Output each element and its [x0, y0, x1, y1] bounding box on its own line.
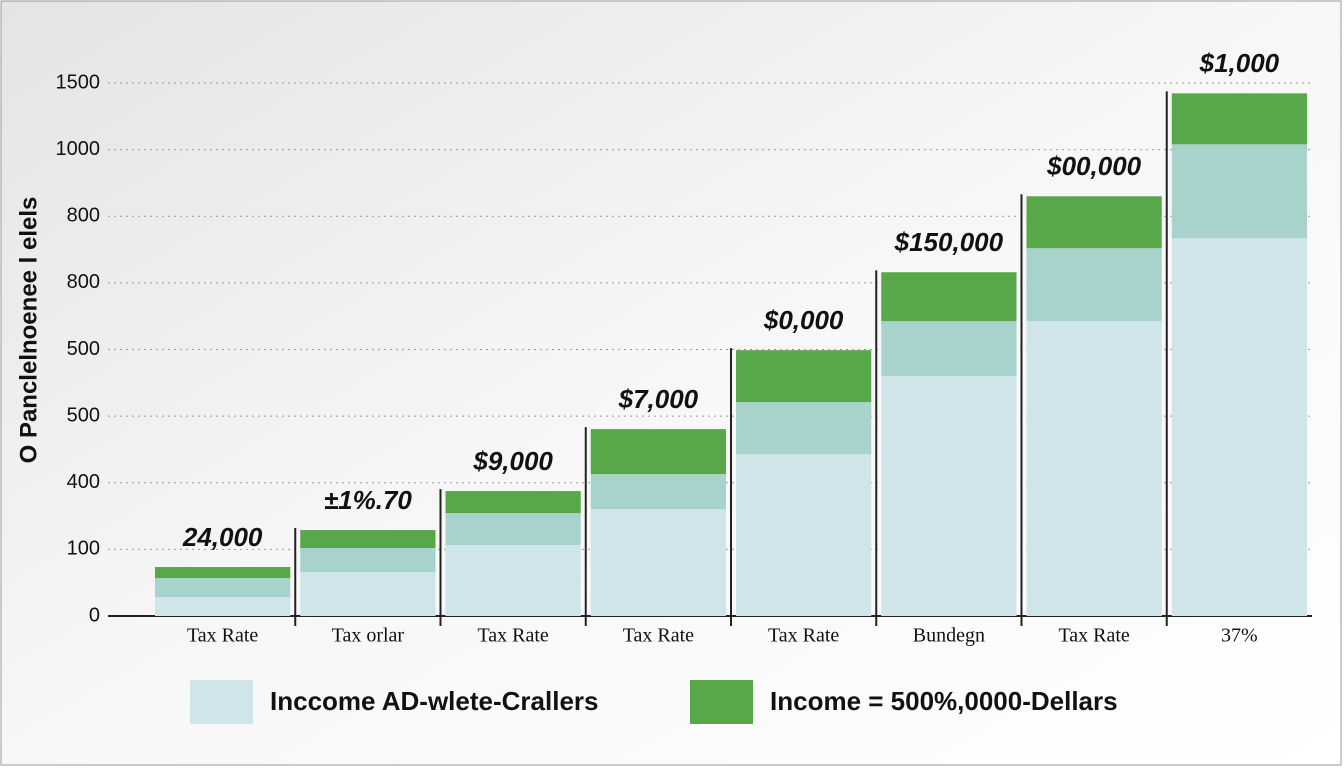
y-tick-label: 1500: [56, 71, 101, 93]
y-tick-label: 100: [67, 538, 100, 560]
x-tick-label: Bundegn: [913, 625, 985, 647]
bar-segment: [155, 578, 291, 598]
bar-annotation: $150,000: [894, 227, 1004, 257]
bar-annotation: $9,000: [472, 446, 553, 476]
bar-annotation: $0,000: [763, 305, 844, 335]
bar-segment: [300, 572, 436, 616]
bar-segment: [881, 321, 1017, 377]
bar-segment: [1026, 248, 1162, 322]
bar-annotation: $00,000: [1046, 151, 1142, 181]
bar-segment: [445, 513, 581, 546]
bar-segment: [1171, 238, 1307, 616]
legend-swatch: [190, 680, 253, 724]
y-tick-label: 800: [67, 271, 100, 293]
bar-annotation: ±1%.70: [324, 485, 413, 515]
bar-segment: [736, 454, 872, 616]
y-tick-label: 500: [67, 404, 100, 426]
x-tick-label: Tax Rate: [477, 625, 548, 647]
y-axis-label: O Panclelnoenee l elels: [15, 197, 42, 464]
bar-segment: [300, 548, 436, 573]
bar-segment: [590, 509, 726, 616]
x-tick-label: Tax Rate: [1058, 625, 1129, 647]
bar-segment: [445, 545, 581, 616]
x-tick-label: 37%: [1221, 625, 1258, 647]
bar-segment: [736, 402, 872, 455]
bar-segment: [590, 474, 726, 510]
bar-segment: [1171, 144, 1307, 239]
bar-segment: [1026, 196, 1162, 249]
bar-segment: [736, 350, 872, 403]
bar-segment: [881, 272, 1017, 322]
bar-annotation: $7,000: [618, 384, 699, 414]
y-tick-label: 1000: [56, 138, 101, 160]
bar-segment: [155, 567, 291, 579]
legend-label: Inccome AD-wlete-Crallers: [270, 686, 598, 716]
y-tick-label: 400: [67, 471, 100, 493]
bar-annotation: $1,000: [1199, 48, 1280, 78]
bar-segment: [1026, 321, 1162, 616]
y-tick-label: 800: [67, 205, 100, 227]
bar-annotation: 24,000: [182, 522, 263, 552]
y-tick-label: 500: [67, 338, 100, 360]
legend-swatch: [690, 680, 753, 724]
x-tick-label: Tax orlar: [332, 625, 405, 647]
x-tick-label: Tax Rate: [623, 625, 694, 647]
bar-segment: [881, 376, 1017, 616]
x-tick-label: Tax Rate: [187, 625, 258, 647]
bar-segment: [155, 597, 291, 616]
bar-segment: [590, 429, 726, 475]
x-tick-label: Tax Rate: [768, 625, 839, 647]
legend-label: Income = 500%,0000-Dellars: [770, 686, 1118, 716]
bar-segment: [445, 491, 581, 514]
bar-segment: [1171, 93, 1307, 145]
bar-segment: [300, 530, 436, 549]
y-tick-label: 0: [89, 604, 100, 626]
